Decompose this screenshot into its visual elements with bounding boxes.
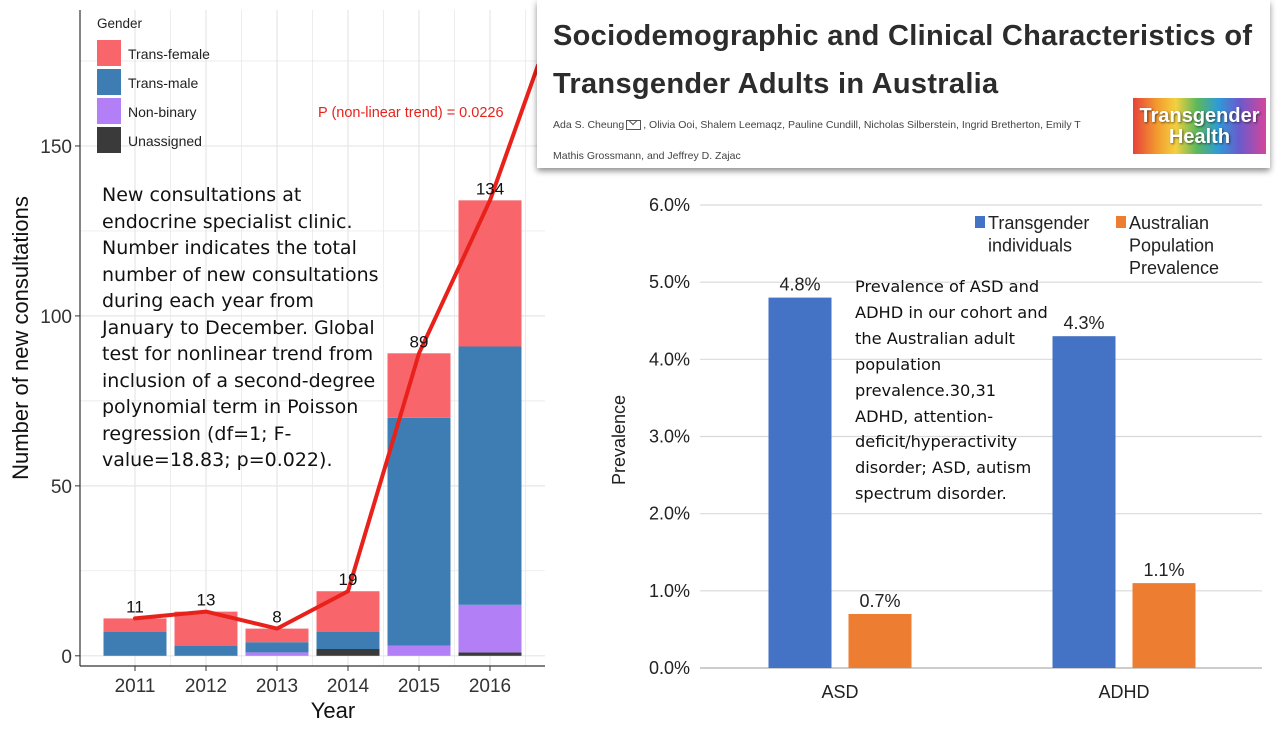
x-tick-label-2011: 2011 — [115, 676, 156, 697]
legend-label-transgender-1: Transgender — [988, 213, 1089, 233]
authors-list-line1[interactable]: , Olivia Ooi, Shalem Leemaqz, Pauline Cu… — [643, 119, 1081, 131]
total-label-2011: 11 — [126, 597, 144, 616]
bar-trans-male-2013 — [245, 642, 309, 653]
paper-authors: Ada S. Cheung , Olivia Ooi, Shalem Leemaq… — [553, 110, 1153, 168]
legend-swatch-australian — [1116, 216, 1126, 228]
paper-header: Sociodemographic and Clinical Characteri… — [537, 0, 1270, 168]
legend-label-transgender-2: individuals — [988, 236, 1072, 256]
bar-trans-male-2011 — [103, 632, 167, 656]
x-tick-label-2013: 2013 — [256, 676, 298, 697]
y-axis-title: Number of new consultations — [8, 196, 33, 480]
bar-trans-female-2014 — [316, 591, 380, 633]
legend-label-non-binary: Non-binary — [128, 104, 196, 120]
y-tick-label-3: 3.0% — [649, 427, 690, 447]
bar-unassigned-2016 — [458, 652, 522, 656]
legend-title: Gender — [97, 16, 143, 31]
total-label-2013: 8 — [272, 608, 281, 627]
y-tick-label-4: 4.0% — [649, 349, 690, 369]
y-tick-label-100: 100 — [40, 307, 72, 328]
x-tick-label-adhd: ADHD — [1098, 682, 1149, 702]
bar-trans-male-2014 — [316, 632, 380, 650]
data-label-transgender-asd: 4.8% — [779, 275, 820, 295]
bar-trans-female-2015 — [387, 353, 451, 418]
total-label-2015: 89 — [410, 332, 429, 351]
bar-non-binary-2015 — [387, 645, 451, 656]
bar-trans-female-2016 — [458, 200, 522, 347]
x-axis-title: Year — [311, 698, 355, 723]
trend-label: P (non-linear trend) = 0.0226 — [318, 105, 504, 121]
bar-unassigned-2014 — [316, 649, 380, 656]
bar-trans-male-2012 — [174, 645, 238, 656]
legend-label-trans-female: Trans-female — [128, 46, 210, 62]
bar-australian-asd — [848, 613, 912, 668]
y-tick-label-1: 1.0% — [649, 581, 690, 601]
legend-label-australian-1: Australian — [1129, 213, 1209, 233]
journal-logo-line2: Health — [1168, 126, 1231, 148]
y-tick-label-0: 0 — [61, 647, 72, 668]
total-label-2016: 134 — [476, 179, 504, 198]
total-label-2014: 19 — [339, 570, 358, 589]
left-figure-caption: New consultations at endocrine specialis… — [102, 184, 379, 471]
journal-logo-line1: Transgender — [1139, 105, 1260, 127]
bar-transgender-asd — [768, 297, 832, 668]
x-tick-label-2016: 2016 — [469, 676, 511, 697]
y-axis-title: Prevalence — [609, 395, 629, 485]
y-tick-label-50: 50 — [51, 477, 72, 498]
bar-trans-male-2015 — [387, 417, 451, 646]
bar-trans-female-2011 — [103, 618, 167, 633]
right-figure-caption: Prevalence of ASD and ADHD in our cohort… — [855, 277, 1048, 504]
x-tick-label-2014: 2014 — [327, 676, 370, 697]
legend-label-australian-2: Population — [1129, 236, 1214, 256]
legend-label-unassigned: Unassigned — [128, 133, 202, 149]
author-cheung[interactable]: Ada S. Cheung — [553, 119, 625, 131]
bar-non-binary-2016 — [458, 604, 522, 653]
legend-swatch-trans-male — [97, 69, 121, 95]
bar-trans-male-2016 — [458, 346, 522, 605]
bar-non-binary-2013 — [245, 652, 309, 656]
y-tick-label-5: 5.0% — [649, 272, 690, 292]
x-tick-label-2015: 2015 — [398, 676, 440, 697]
bar-transgender-adhd — [1052, 336, 1116, 668]
legend-swatch-trans-female — [97, 40, 121, 66]
y-tick-label-6: 6.0% — [649, 195, 690, 215]
data-label-australian-adhd: 1.1% — [1143, 560, 1184, 580]
prevalence-chart: 0.0% 1.0% 2.0% 3.0% 4.0% 5.0% 6.0% 4.8% 0.7% ASD 4… — [609, 195, 1262, 702]
y-tick-label-0: 0.0% — [649, 658, 690, 678]
legend-label-australian-3: Prevalence — [1129, 258, 1219, 278]
journal-logo[interactable]: Transgender Health — [1133, 98, 1266, 154]
x-tick-label-asd: ASD — [821, 682, 858, 702]
legend-swatch-non-binary — [97, 98, 121, 124]
legend-label-trans-male: Trans-male — [128, 75, 198, 91]
data-label-australian-asd: 0.7% — [859, 591, 900, 611]
x-tick-label-2012: 2012 — [185, 676, 227, 697]
authors-list-line2[interactable]: Mathis Grossmann, and Jeffrey D. Zajac — [553, 150, 741, 162]
trend-line — [133, 63, 540, 631]
paper-title[interactable]: Sociodemographic and Clinical Characteri… — [553, 20, 1253, 100]
y-tick-label-150: 150 — [40, 137, 72, 158]
consultations-chart: P (non-linear trend) = 0.0226 11 13 8 19 89 13… — [8, 10, 545, 723]
bar-australian-adhd — [1132, 583, 1196, 668]
legend-swatch-transgender — [975, 216, 985, 228]
y-tick-label-2: 2.0% — [649, 504, 690, 524]
legend-swatch-unassigned — [97, 127, 121, 153]
data-label-transgender-adhd: 4.3% — [1063, 313, 1104, 333]
total-label-2012: 13 — [197, 591, 216, 610]
mail-icon[interactable] — [626, 120, 642, 131]
bar-trans-female-2013 — [245, 628, 309, 643]
